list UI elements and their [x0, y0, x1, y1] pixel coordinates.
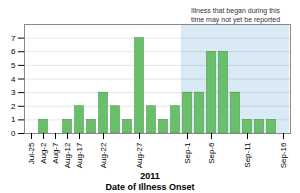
svg-text:6: 6 — [11, 47, 16, 56]
html-text:2011: 2011 — [140, 171, 160, 181]
svg-text:Aug-27: Aug-27 — [135, 142, 144, 168]
svg-text:Sep-6: Sep-6 — [207, 142, 216, 164]
svg-text:2: 2 — [11, 102, 16, 111]
svg-text:Aug-17: Aug-17 — [75, 142, 84, 168]
svg-text:Sep-16: Sep-16 — [279, 142, 288, 168]
svg-text:Illness that began during this: Illness that began during thistime may n… — [191, 7, 281, 23]
svg-text:3: 3 — [11, 88, 16, 97]
svg-text:Aug-2: Aug-2 — [39, 142, 48, 164]
svg-text:0: 0 — [11, 129, 16, 138]
svg-text:4: 4 — [11, 75, 16, 84]
svg-text:Jul-25: Jul-25 — [27, 142, 36, 164]
html-text:Date of Illness Onset: Date of Illness Onset — [105, 182, 195, 192]
svg-text:Aug-7: Aug-7 — [51, 142, 60, 164]
svg-text:Sep-1: Sep-1 — [183, 142, 192, 164]
svg-text:1: 1 — [11, 115, 16, 124]
svg-text:Aug-12: Aug-12 — [63, 142, 72, 168]
svg-text:5: 5 — [11, 61, 16, 70]
svg-text:Aug-22: Aug-22 — [99, 142, 108, 168]
svg-text:Sep-11: Sep-11 — [243, 142, 252, 168]
svg-text:7: 7 — [11, 34, 16, 43]
